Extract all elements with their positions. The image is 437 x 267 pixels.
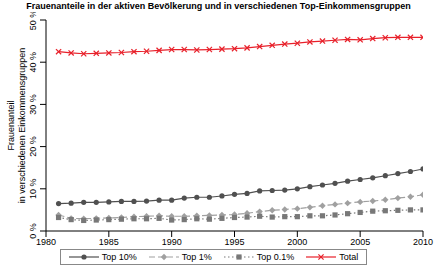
svg-text:0 %: 0 % (28, 223, 38, 239)
svg-text:30 %: 30 % (28, 94, 38, 115)
html-text:Frauenanteile in der aktiven B: Frauenanteile in der aktiven Bevölkerung… (26, 1, 411, 11)
svg-text:20 %: 20 % (28, 136, 38, 157)
svg-text:1985: 1985 (99, 237, 119, 247)
svg-text:2005: 2005 (350, 237, 370, 247)
svg-text:1995: 1995 (224, 237, 244, 247)
svg-text:10 %: 10 % (28, 179, 38, 200)
svg-text:50 %: 50 % (28, 12, 38, 30)
svg-text:40 %: 40 % (28, 52, 38, 73)
html-text:Total: Total (339, 252, 359, 262)
svg-text:2010: 2010 (413, 237, 429, 247)
html-text:Top 0.1%: Top 0.1% (256, 252, 295, 262)
html-text:Top 10%: Top 10% (101, 252, 137, 262)
svg-text:1990: 1990 (162, 237, 182, 247)
svg-text:2000: 2000 (287, 237, 307, 247)
svg-text:Frauenanteilin verschiedenen E: Frauenanteilin verschiedenen Einkommensg… (8, 48, 27, 204)
svg-text:1980: 1980 (36, 237, 56, 247)
html-text:Top 1%: Top 1% (181, 252, 212, 262)
